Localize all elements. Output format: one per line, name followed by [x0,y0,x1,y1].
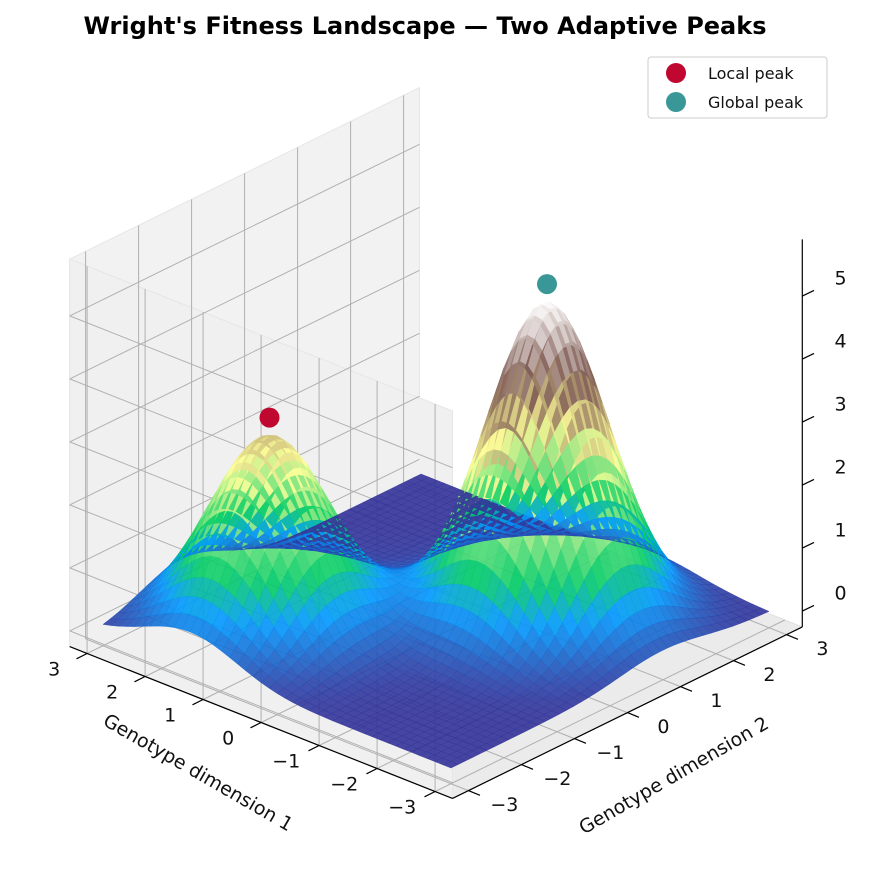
x-tick-mark [250,721,262,729]
grid-line-z [69,206,420,380]
chart-title: Wright's Fitness Landscape — Two Adaptiv… [83,12,766,40]
z-tick-mark [802,604,815,612]
surface-patch [753,607,770,615]
z-tick-label: 0 [834,582,846,604]
y-tick-label: 2 [763,664,775,686]
z-tick-label: 4 [834,330,846,352]
y-tick-mark [786,634,799,640]
y-tick-mark [733,660,746,666]
z-tick-mark [802,415,815,423]
x-tick-mark [366,767,378,775]
legend-label-local-peak: Local peak [708,64,794,83]
z-tick-label: 2 [834,456,846,478]
grid-line-z [69,630,453,784]
y-tick-mark [627,712,640,718]
legend: Local peak Global peak [647,56,828,119]
y-tick-label: 3 [816,638,828,660]
x-tick-label: −2 [330,774,358,796]
grid-line-z [69,143,420,317]
x-tick-label: 3 [48,659,60,681]
y-tick-mark [521,764,534,770]
y-tick-mark [574,738,587,744]
peak-marker-global [537,274,557,295]
x-tick-mark [424,790,436,798]
grid-line-y [85,638,469,792]
z-tick-mark [802,352,815,360]
peak-markers [259,274,557,428]
x-tick-label: −3 [388,797,416,819]
y-tick-label: −2 [543,768,571,790]
y-axis-label: Genotype dimension 2 [575,712,772,839]
grid-line-z [69,269,420,443]
peak-marker-local [259,407,280,428]
y-tick-label: −3 [490,794,518,816]
x-tick-mark [308,744,320,752]
legend-marker-global-peak [666,92,686,112]
x-tick-mark [192,698,204,706]
x-tick-mark [76,652,88,660]
fitness-surface [102,301,770,769]
x-tick-label: 1 [164,705,176,727]
z-tick-label: 3 [834,393,846,415]
x-tick-label: 0 [222,728,234,750]
legend-label-global-peak: Global peak [708,93,804,112]
x-tick-label: −1 [272,751,300,773]
legend-marker-local-peak [666,63,686,83]
x-axis-label: Genotype dimension 1 [99,709,296,836]
grid-line-z [69,315,453,469]
grid-line-z [69,332,420,506]
z-tick-label: 5 [834,267,846,289]
x-tick-mark [134,675,146,683]
y-tick-label: 1 [710,690,722,712]
axes: −3 −2 −1 0 1 2 3 −3 −2 −1 0 1 2 3 0 1 2 3 4 5 [48,239,847,819]
y-tick-label: 0 [657,716,669,738]
x-tick-label: 2 [106,682,118,704]
z-tick-mark [802,541,815,549]
z-tick-label: 1 [834,519,846,541]
y-tick-label: −1 [596,742,624,764]
y-tick-mark [680,686,693,692]
z-tick-mark [802,289,815,297]
y-tick-mark [468,790,481,796]
z-tick-mark [802,478,815,486]
legend-frame [647,56,828,119]
